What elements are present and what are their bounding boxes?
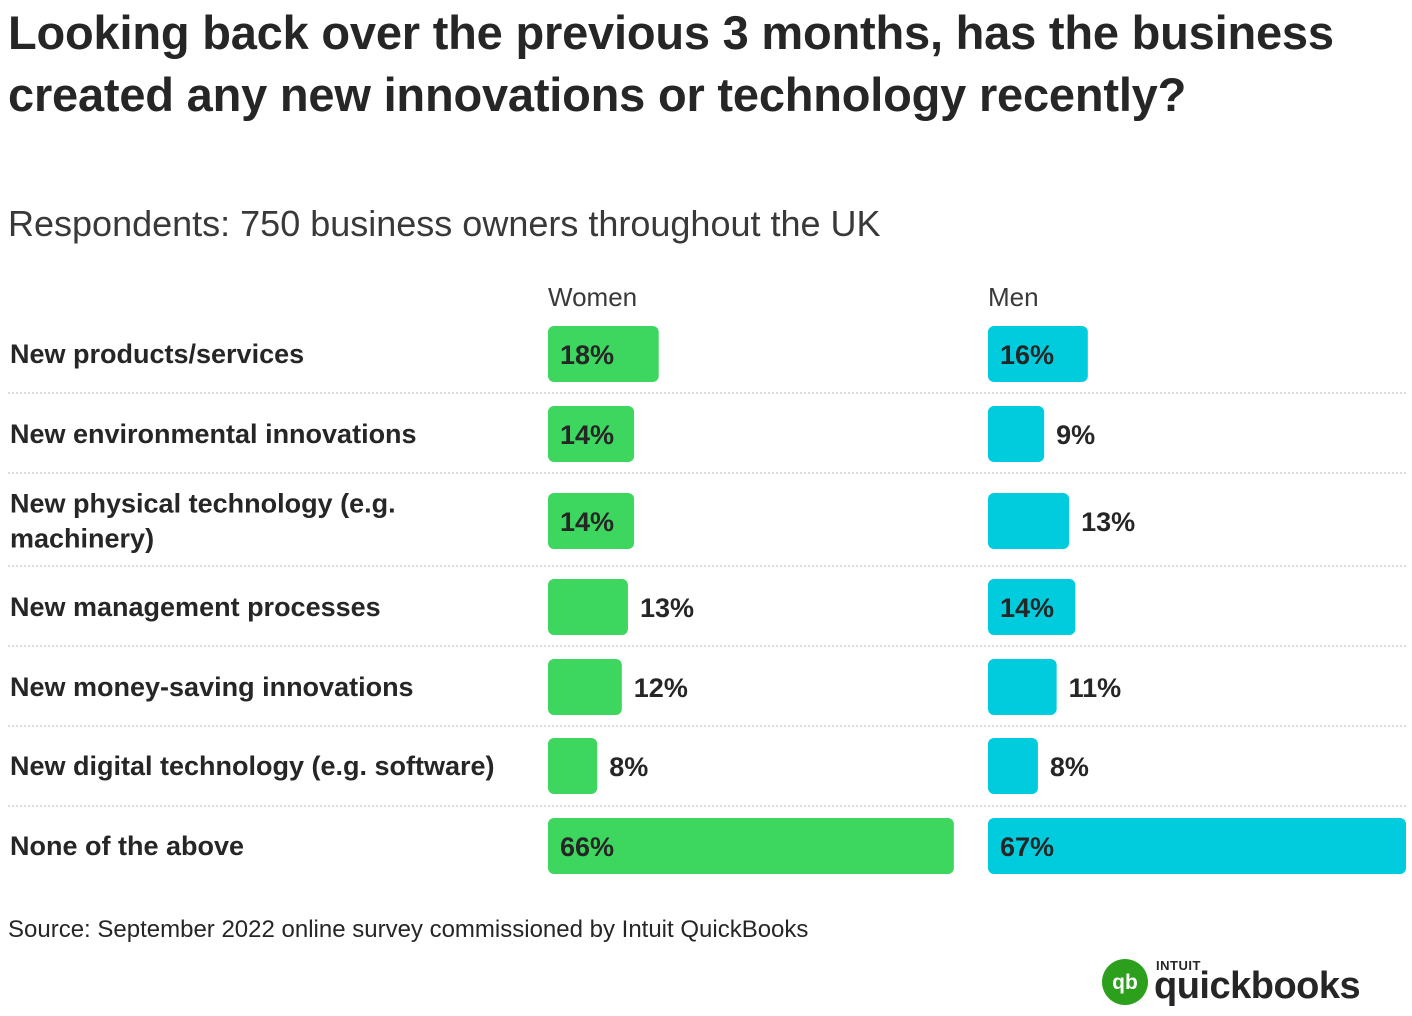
category-label: New money-saving innovations [10,672,414,702]
column-header-men: Men [988,282,1039,312]
svg-text:qb: qb [1112,971,1138,994]
category-label: New environmental innovations [10,419,417,449]
bar-women [548,326,659,382]
bar-men [988,579,1076,635]
value-label-men: 16% [1000,340,1054,370]
value-label-women: 13% [640,593,694,623]
value-label-women: 14% [560,420,614,450]
category-label: New management processes [10,592,381,622]
bar-men [988,659,1057,715]
bar-men [988,326,1088,382]
value-label-men: 67% [1000,832,1054,862]
value-label-men: 9% [1056,420,1095,450]
bar-men [988,818,1406,874]
bar-women [548,738,598,794]
logo-wordmark: quickbooks [1154,965,1361,1007]
value-label-women: 66% [560,832,614,862]
bar-men [988,493,1070,549]
value-label-men: 11% [1069,673,1122,703]
bar-men [988,406,1045,462]
value-label-women: 18% [560,340,614,370]
category-label: New digital technology (e.g. software) [10,751,495,781]
source-note: Source: September 2022 online survey com… [8,916,809,943]
chart-title: Looking back over the previous 3 months,… [8,6,1334,121]
bar-women [548,579,628,635]
quickbooks-logo: qb INTUIT quickbooks [1102,955,1402,1011]
value-label-men: 13% [1081,507,1135,537]
bar-chart: New products/services New environmental i… [8,326,1406,874]
column-header-women: Women [548,282,638,312]
bar-women [548,659,622,715]
category-label: New physical technology (e.g. machinery) [10,489,396,554]
bar-women [548,406,635,462]
bar-women [548,493,635,549]
category-label: New products/services [10,339,304,369]
bar-men [988,738,1038,794]
value-label-men: 14% [1000,593,1054,623]
bar-women [548,818,954,874]
chart-subtitle: Respondents: 750 business owners through… [8,203,881,244]
category-label: None of the above [10,831,244,861]
value-label-women: 12% [634,673,688,703]
quickbooks-logo-mark-icon: qb [1102,959,1148,1005]
logo-intuit-text: INTUIT [1156,958,1201,973]
value-label-men: 8% [1050,752,1089,782]
value-label-women: 14% [560,507,614,537]
value-label-women: 8% [609,752,648,782]
